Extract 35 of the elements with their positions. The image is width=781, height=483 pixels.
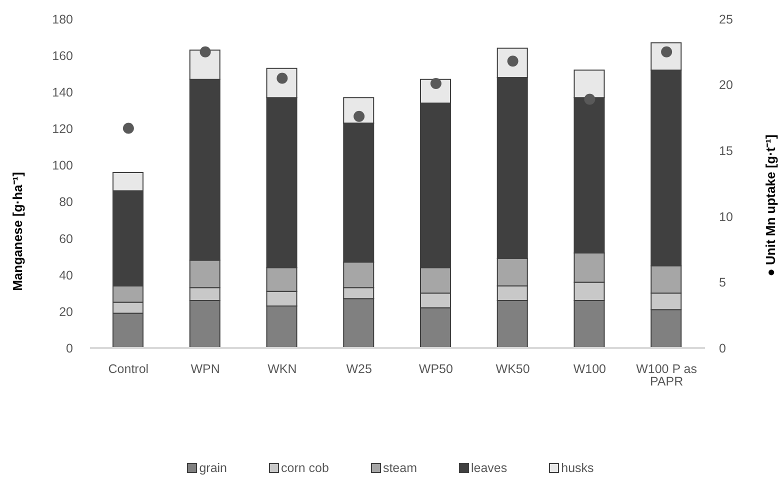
y-tick-label: 160 bbox=[52, 48, 74, 63]
point bbox=[200, 46, 211, 58]
y-tick-label: 180 bbox=[52, 12, 74, 26]
point bbox=[122, 122, 134, 134]
y-tick-label: 120 bbox=[52, 122, 74, 136]
x-tick-label: Control bbox=[108, 362, 149, 376]
y-tick-label: 60 bbox=[59, 232, 74, 246]
y-tick-label: 0 bbox=[66, 341, 74, 356]
y2-tick-label: 10 bbox=[719, 210, 733, 224]
point bbox=[584, 94, 596, 105]
point bbox=[430, 78, 442, 89]
y2-tick-label: 0 bbox=[719, 341, 726, 356]
y-tick-label: 40 bbox=[59, 268, 74, 282]
legend-label: husks bbox=[560, 461, 594, 475]
x-tick-label: WK50 bbox=[496, 362, 530, 376]
y-tick-label: 80 bbox=[59, 195, 74, 210]
y-axis-title: Manganese [g·ha⁻¹] bbox=[10, 172, 24, 291]
x-tick-label: W100 bbox=[573, 362, 606, 376]
x-tick-label: W25 bbox=[346, 362, 372, 376]
y2-tick-label: 5 bbox=[719, 276, 726, 290]
legend-label: steam bbox=[382, 461, 417, 475]
y-tick-label: 140 bbox=[52, 86, 74, 100]
y2-tick-label: 25 bbox=[719, 12, 733, 26]
y2-tick-label: 15 bbox=[719, 144, 733, 158]
legend-label: grain bbox=[198, 461, 227, 475]
legend-label: leaves bbox=[470, 461, 508, 475]
x-tick-label: WPN bbox=[190, 362, 220, 376]
y2-tick-label: 20 bbox=[719, 78, 733, 92]
x-tick-label: WKN bbox=[268, 362, 297, 376]
y2-axis-title: ● Unit Mn uptake [g·t⁻¹] bbox=[762, 134, 778, 276]
legend-label: corn cob bbox=[280, 461, 329, 475]
y-tick-label: 100 bbox=[52, 158, 74, 173]
x-tick-label: W100 P as PAPR bbox=[636, 362, 698, 388]
x-tick-label: WP50 bbox=[418, 362, 453, 376]
y-tick-label: 20 bbox=[59, 304, 74, 319]
